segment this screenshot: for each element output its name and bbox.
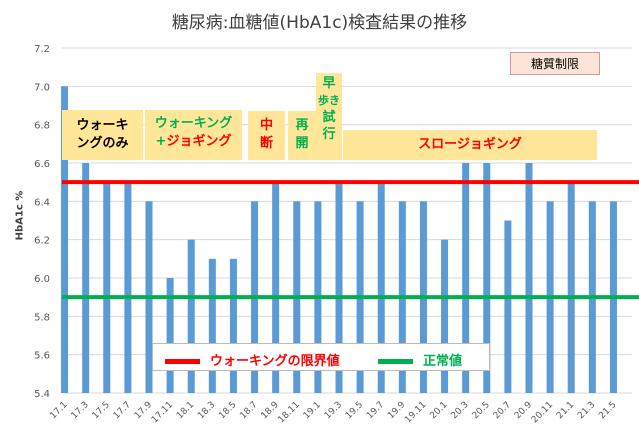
bar xyxy=(229,258,237,393)
bar xyxy=(377,182,385,393)
x-tick-label: 20.3 xyxy=(450,400,471,421)
x-tick-label: 17.11 xyxy=(150,400,175,425)
legend-item-walking-limit: ウォーキングの限界値 xyxy=(165,350,340,369)
y-tick-label: 7.0 xyxy=(34,82,50,93)
y-tick-label: 7.2 xyxy=(34,44,50,55)
annotation-slow-jogging: スロージョギング xyxy=(343,130,597,160)
x-tick-label: 19.7 xyxy=(365,400,386,421)
bar xyxy=(441,239,449,393)
x-tick-label: 20.1 xyxy=(428,400,449,421)
annotation-text: 歩き xyxy=(318,94,340,107)
x-tick-label: 18.1 xyxy=(175,400,196,421)
bar xyxy=(61,86,69,393)
x-tick-label: 17.1 xyxy=(48,400,69,421)
x-tick-label: 17.5 xyxy=(91,400,112,421)
annotation-text: 中 xyxy=(259,118,273,133)
x-tick-label: 18.7 xyxy=(238,400,259,421)
y-tick-label: 6.4 xyxy=(34,197,50,208)
y-tick-label: 5.4 xyxy=(34,389,50,400)
annotation-text: 試 xyxy=(322,110,336,125)
annotation-text: 早 xyxy=(322,76,336,91)
chart-title: 糖尿病:血糖値(HbA1c)検査結果の推移 xyxy=(171,13,468,33)
x-tick-label: 19.11 xyxy=(403,400,428,425)
y-tick-label: 6.6 xyxy=(34,159,50,170)
y-axis-label: HbA1c % xyxy=(14,190,26,241)
annotation-text: ングのみ xyxy=(76,136,129,151)
bar xyxy=(504,220,512,393)
y-tick-label: 6.8 xyxy=(34,121,50,132)
bar xyxy=(272,182,280,393)
bar xyxy=(124,182,132,393)
annotation-text: ウォーキ xyxy=(76,118,129,133)
annotation-text: ウォーキング xyxy=(154,116,233,131)
y-tick-label: 6.2 xyxy=(34,236,50,247)
annotation-walking-only: ウォーキ ングのみ xyxy=(62,110,143,160)
legend-swatch xyxy=(378,359,413,364)
annotation-text: ジョギング xyxy=(166,134,232,149)
x-tick-label: 18.11 xyxy=(277,400,302,425)
annotation-carb-restriction: 糖質制限 xyxy=(510,52,600,75)
x-tick-label: 17.3 xyxy=(70,400,91,421)
legend-label: ウォーキングの限界値 xyxy=(210,354,340,369)
legend: ウォーキングの限界値 正常値 xyxy=(152,343,490,371)
annotation-brisk-walk-trial: 早 歩き 試 行 xyxy=(316,73,342,160)
x-tick-label: 19.3 xyxy=(323,400,344,421)
x-tick-label: 18.5 xyxy=(217,400,238,421)
annotation-text: + xyxy=(155,134,167,149)
bar xyxy=(462,163,470,393)
bar xyxy=(103,182,111,393)
x-tick-label: 17.7 xyxy=(112,400,133,421)
bar xyxy=(483,163,491,393)
y-tick-label: 5.6 xyxy=(34,351,50,362)
legend-item-normal: 正常値 xyxy=(378,350,462,369)
x-tick-label: 21.1 xyxy=(555,400,576,421)
y-tick-label: 5.8 xyxy=(34,312,50,323)
annotation-text: 断 xyxy=(259,136,273,151)
legend-label: 正常値 xyxy=(423,354,463,369)
bar xyxy=(82,163,90,393)
annotation-resume: 再 開 xyxy=(288,111,316,160)
annotation-text: 再 xyxy=(295,118,309,133)
annotation-text: スロージョギング xyxy=(418,137,522,152)
x-tick-label: 19.5 xyxy=(344,400,365,421)
x-tick-label: 20.5 xyxy=(471,400,492,421)
bar xyxy=(567,182,575,393)
x-tick-label: 18.3 xyxy=(196,400,217,421)
bar xyxy=(187,239,195,393)
annotation-text: 行 xyxy=(322,127,336,142)
x-tick-label: 21.5 xyxy=(597,400,618,421)
bar xyxy=(525,163,533,393)
legend-swatch xyxy=(165,359,200,364)
x-tick-label: 20.11 xyxy=(530,400,555,425)
annotation-walking-jogging: ウォーキング +ジョギング xyxy=(145,110,242,160)
annotation-text: 開 xyxy=(295,136,309,151)
x-tick-label: 20.7 xyxy=(492,400,513,421)
bar xyxy=(335,182,343,393)
bar xyxy=(208,258,216,393)
y-tick-label: 6.0 xyxy=(34,274,50,285)
bar xyxy=(166,278,174,393)
x-tick-label: 21.3 xyxy=(576,400,597,421)
annotation-pause: 中 断 xyxy=(248,111,285,160)
x-tick-label: 19.1 xyxy=(302,400,323,421)
